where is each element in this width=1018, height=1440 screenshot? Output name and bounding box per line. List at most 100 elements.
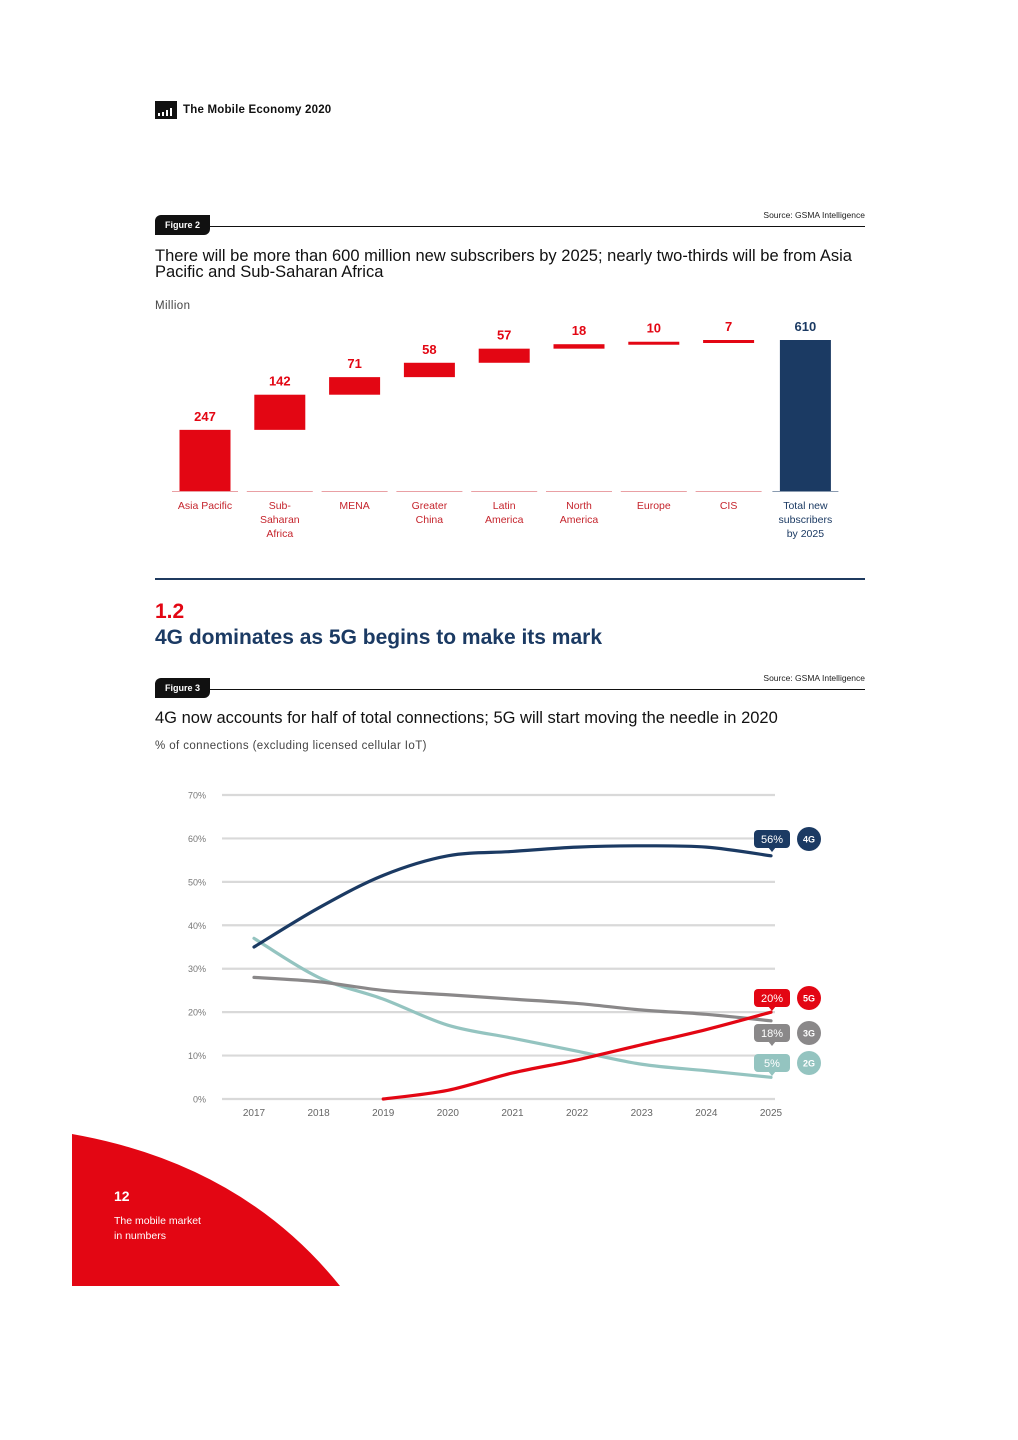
- series-line-5g: [381, 1010, 773, 1101]
- waterfall-value-label: 71: [347, 356, 361, 371]
- waterfall-bar: [478, 348, 530, 363]
- value-callout-box: [754, 989, 790, 1007]
- x-tick-label: 2020: [437, 1108, 460, 1119]
- end-label-3g: 18% 3G: [754, 1021, 821, 1046]
- waterfall-category-label: MENA: [339, 500, 369, 512]
- y-tick-label: 20%: [188, 1008, 206, 1018]
- category-label-line: America: [485, 514, 524, 526]
- category-label-line: CIS: [720, 500, 738, 512]
- callout-pointer: [768, 847, 776, 852]
- value-callout-text: 20%: [761, 993, 783, 1005]
- figure3-source: Source: GSMA Intelligence: [763, 673, 865, 683]
- value-callout-text: 5%: [764, 1058, 780, 1070]
- waterfall-value-label: 58: [422, 342, 436, 357]
- section-number: 1.2: [155, 600, 185, 623]
- waterfall-bar: [628, 341, 680, 345]
- figure2-title: There will be more than 600 million new …: [155, 247, 852, 281]
- category-label-line: China: [416, 514, 444, 526]
- category-label-line: Sub-: [269, 500, 292, 512]
- waterfall-bar: [403, 362, 455, 378]
- figure3-title: 4G now accounts for half of total connec…: [155, 709, 778, 727]
- series-legend-text: 4G: [803, 835, 815, 845]
- line-chart: 0% 10% 20% 30% 40% 50% 60% 70% 2017 2018 2019 2020 2…: [188, 791, 821, 1119]
- footer-red-arc: [72, 1134, 340, 1286]
- waterfall-category-label: Asia Pacific: [178, 500, 232, 512]
- figure2-badge: Figure 2: [155, 215, 211, 235]
- footer-section-label: The mobile market in numbers: [114, 1214, 201, 1244]
- report-header: The Mobile Economy 2020: [155, 101, 331, 119]
- waterfall-value-label: 57: [497, 328, 511, 343]
- x-tick-label: 2023: [631, 1108, 654, 1119]
- x-tick-label: 2025: [760, 1108, 783, 1119]
- page-number: 12: [114, 1188, 130, 1204]
- waterfall-category-label: Sub- Saharan Africa: [260, 500, 300, 540]
- waterfall-value-label: 18: [572, 323, 586, 338]
- value-callout-box: [754, 830, 790, 848]
- end-label-5g: 20% 5G: [754, 986, 821, 1011]
- callout-pointer: [768, 1041, 776, 1046]
- waterfall-category-label: Latin America: [485, 500, 524, 526]
- series-line-4g: [252, 844, 773, 949]
- category-label-line: America: [560, 514, 599, 526]
- value-callout-text: 18%: [761, 1028, 783, 1040]
- value-callout-box: [754, 1054, 790, 1072]
- callout-pointer: [768, 1006, 776, 1011]
- waterfall-value-label: 7: [725, 319, 732, 334]
- waterfall-value-label: 610: [795, 319, 817, 334]
- series-legend-badge: [797, 986, 821, 1010]
- series-legend-text: 5G: [803, 994, 815, 1004]
- gsma-logo-icon: [155, 101, 177, 119]
- series-legend-badge: [797, 1021, 821, 1045]
- x-tick-label: 2024: [695, 1108, 718, 1119]
- figure3-units: % of connections (excluding licensed cel…: [155, 740, 427, 752]
- section-title: 4G dominates as 5G begins to make its ma…: [155, 626, 602, 649]
- figure2-source: Source: GSMA Intelligence: [763, 210, 865, 220]
- category-label-line: by 2025: [787, 528, 825, 540]
- y-tick-label: 40%: [188, 921, 206, 931]
- section-divider: [155, 578, 865, 580]
- series-legend-badge: [797, 1051, 821, 1075]
- y-tick-label: 60%: [188, 834, 206, 844]
- series-legend-text: 2G: [803, 1059, 815, 1069]
- figure3-badge: Figure 3: [155, 678, 211, 698]
- x-tick-label: 2017: [243, 1108, 266, 1119]
- series-line-3g: [252, 975, 773, 1023]
- end-label-4g: 56% 4G: [754, 827, 821, 852]
- waterfall-bar: [329, 377, 381, 395]
- figure3-header: Figure 3 Source: GSMA Intelligence: [155, 673, 865, 700]
- y-tick-label: 70%: [188, 791, 206, 801]
- y-tick-label: 30%: [188, 964, 206, 974]
- waterfall-bar: [703, 340, 755, 343]
- category-label-line: Total new: [783, 500, 828, 512]
- value-callout-text: 56%: [761, 834, 783, 846]
- y-tick-label: 50%: [188, 877, 206, 887]
- figure3-rule: [205, 689, 865, 690]
- figure2-rule: [205, 226, 865, 227]
- waterfall-value-label: 247: [194, 409, 216, 424]
- figure2-header: Figure 2 Source: GSMA Intelligence: [155, 210, 865, 237]
- waterfall-bar: [779, 340, 831, 491]
- footer-label-line2: in numbers: [114, 1230, 166, 1242]
- category-label-line: Latin: [493, 500, 516, 512]
- waterfall-value-label: 10: [647, 321, 661, 336]
- category-label-line: Saharan: [260, 514, 300, 526]
- waterfall-category-label: Total new subscribers by 2025: [779, 500, 833, 540]
- series-legend-badge: [797, 827, 821, 851]
- waterfall-category-label: Europe: [637, 500, 671, 512]
- waterfall-bar: [254, 394, 306, 430]
- category-label-line: Africa: [266, 528, 293, 540]
- y-tick-label: 10%: [188, 1051, 206, 1061]
- category-label-line: MENA: [339, 500, 369, 512]
- category-label-line: subscribers: [779, 514, 833, 526]
- waterfall-category-label: Greater China: [412, 500, 448, 526]
- y-tick-label: 0%: [193, 1095, 206, 1105]
- waterfall-value-label: 142: [269, 374, 291, 389]
- value-callout-box: [754, 1024, 790, 1042]
- x-tick-label: 2022: [566, 1108, 589, 1119]
- x-tick-label: 2021: [501, 1108, 524, 1119]
- x-tick-label: 2019: [372, 1108, 395, 1119]
- footer-shape: [72, 1134, 340, 1286]
- series-legend-text: 3G: [803, 1029, 815, 1039]
- x-tick-label: 2018: [308, 1108, 331, 1119]
- waterfall-bar: [179, 429, 231, 491]
